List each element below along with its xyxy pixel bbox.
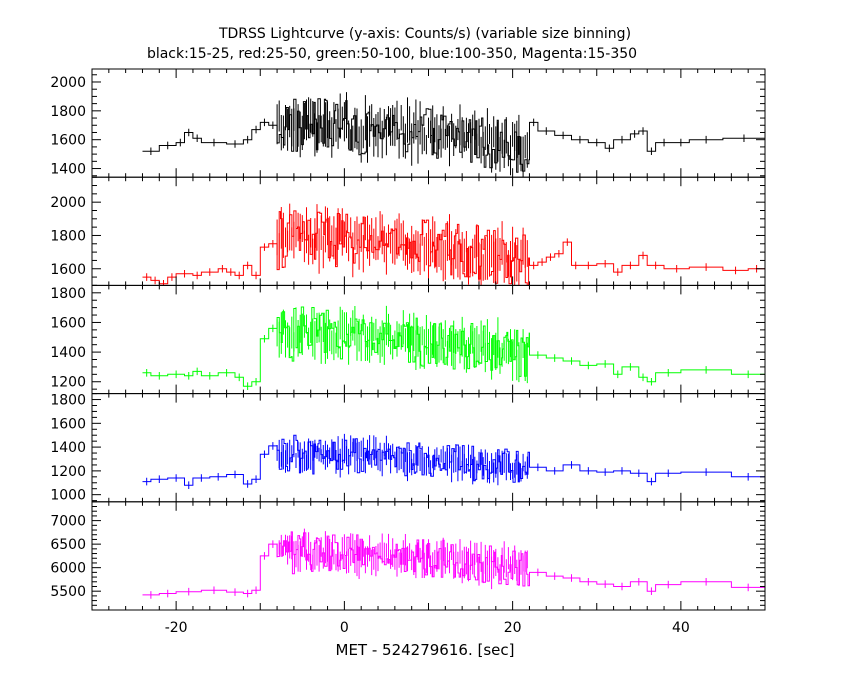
y-tick-label: 1600 <box>50 416 86 432</box>
y-tick-label: 1800 <box>50 393 86 409</box>
y-tick-label: 1600 <box>50 133 86 149</box>
y-tick-label: 1200 <box>50 375 86 391</box>
y-tick-label: 1400 <box>50 345 86 361</box>
y-tick-label: 1800 <box>50 104 86 120</box>
panel-red: 1600 1800 2000 <box>50 176 766 286</box>
y-tick-label: 6000 <box>50 561 86 577</box>
series-magenta <box>142 528 765 599</box>
x-axis-tick-labels: -20 0 20 40 <box>165 620 690 636</box>
burst-error-bars <box>276 528 528 590</box>
y-tick-label: 2000 <box>50 195 86 211</box>
y-tick-label: 6500 <box>50 537 86 553</box>
panel-green: 1200 1400 1600 1800 <box>50 284 766 395</box>
y-tick-label: 1200 <box>50 464 86 480</box>
y-tick-label: 1400 <box>50 440 86 456</box>
series-green <box>142 305 765 390</box>
series-black <box>142 92 765 178</box>
burst-error-bars <box>276 433 528 486</box>
series-blue <box>142 433 765 489</box>
x-tick-label: -20 <box>165 620 188 636</box>
y-tick-label: 2000 <box>50 75 86 91</box>
y-tick-label: 1600 <box>50 315 86 331</box>
y-tick-label: 5500 <box>50 584 86 600</box>
y-tick-label: 1600 <box>50 262 86 278</box>
panel-blue: 1000 1200 1400 1600 1800 <box>50 393 766 504</box>
y-tick-label: 1400 <box>50 162 86 178</box>
x-tick-label: 40 <box>672 620 690 636</box>
burst-error-bars <box>276 203 528 286</box>
panel-black: 1400 1600 1800 2000 <box>50 68 766 178</box>
burst-error-bars <box>276 92 528 178</box>
x-tick-label: 0 <box>340 620 349 636</box>
panels-group: 1400160018002000160018002000120014001600… <box>50 68 766 611</box>
x-tick-label: 20 <box>504 620 522 636</box>
burst-error-bars <box>276 305 528 384</box>
panel-magenta: 5500 6000 6500 7000 <box>50 501 766 611</box>
chart-subtitle: black:15-25, red:25-50, green:50-100, bl… <box>147 46 637 62</box>
lightcurve-line <box>142 531 765 596</box>
y-tick-label: 1800 <box>50 228 86 244</box>
chart-title: TDRSS Lightcurve (y-axis: Counts/s) (var… <box>218 26 631 42</box>
y-tick-label: 1800 <box>50 286 86 302</box>
y-tick-label: 1000 <box>50 488 86 504</box>
x-axis-label: MET - 524279616. [sec] <box>336 641 515 659</box>
series-red <box>142 203 765 286</box>
y-tick-label: 7000 <box>50 514 86 530</box>
